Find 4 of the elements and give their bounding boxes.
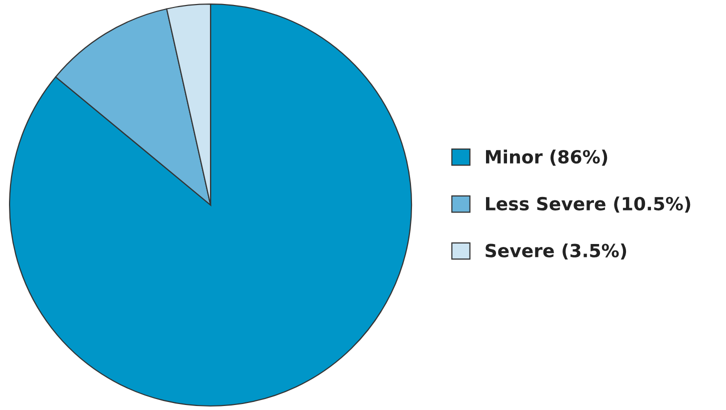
legend-label: Minor (86%) <box>486 150 608 166</box>
pie-slice <box>9 3 412 407</box>
legend-label: Less Severe (10.5%) <box>486 196 690 213</box>
legend-label: Severe (3.5%) <box>486 243 626 260</box>
